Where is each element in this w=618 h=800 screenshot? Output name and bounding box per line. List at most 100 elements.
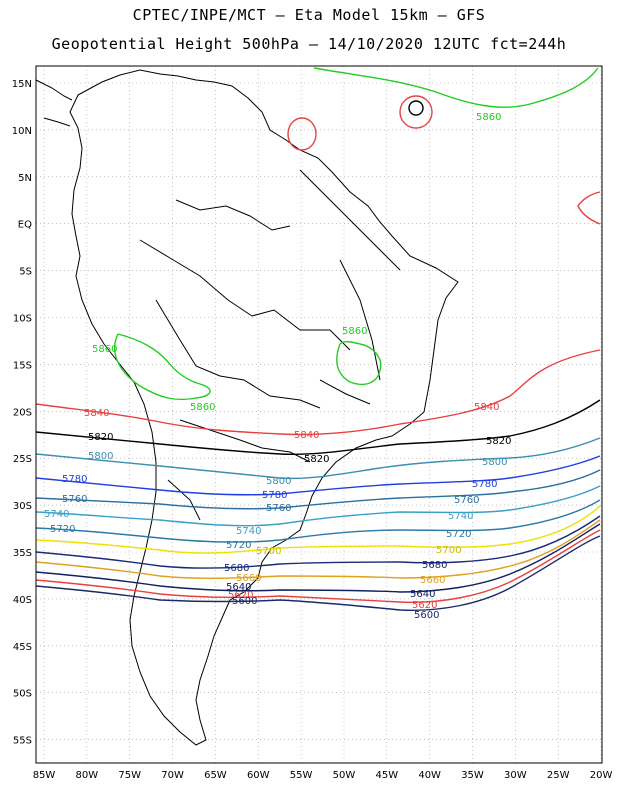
label-5720-w: 5720 [50, 524, 75, 535]
label-5740-w: 5740 [44, 509, 69, 520]
contour-5860-north [313, 67, 599, 108]
label-5860-bolivia: 5860 [190, 402, 215, 413]
label-5600-e: 5600 [414, 610, 439, 621]
lat-tick-label: EQ [18, 220, 32, 231]
label-5840-c: 5840 [294, 430, 319, 441]
lat-tick-label: 35S [13, 548, 32, 559]
label-5660-c: 5660 [236, 573, 261, 584]
contour-5820 [35, 399, 601, 455]
lon-tick-label: 25W [547, 770, 570, 781]
contour-5780 [35, 455, 601, 496]
label-5760-w: 5760 [62, 494, 87, 505]
lat-tick-label: 50S [13, 689, 32, 700]
label-5620-c: 5620 [228, 590, 253, 601]
label-5700-c: 5700 [256, 546, 281, 557]
label-5760-c: 5760 [266, 503, 291, 514]
contour-5900-cell-north [408, 100, 424, 116]
label-5620-e: 5620 [412, 600, 437, 611]
contour-5860-brazil [336, 341, 382, 386]
contour-5640 [35, 523, 601, 593]
lat-tick-label: 15S [13, 360, 32, 371]
lon-tick-label: 60W [247, 770, 270, 781]
lon-tick-label: 35W [461, 770, 484, 781]
brazil-state-border [299, 169, 401, 405]
label-5760-e: 5760 [454, 495, 479, 506]
contour-5760 [35, 469, 601, 510]
lat-tick-label: 30S [13, 501, 32, 512]
contour-5880-cell-north [399, 95, 433, 129]
latitude-labels: 15N 10N 5N EQ 5S 10S 15S 20S 25S 30S 35S 40S 45S 50S 5… [12, 79, 32, 747]
label-5680-e: 5680 [422, 560, 447, 571]
label-5780-w: 5780 [62, 474, 87, 485]
contour-5840 [35, 349, 601, 436]
contour-5720 [35, 499, 601, 543]
lat-tick-label: 55S [13, 736, 32, 747]
label-5680-c: 5680 [224, 563, 249, 574]
lat-tick-label: 15N [12, 79, 32, 90]
contour-5680 [35, 515, 601, 569]
map-frame [35, 65, 603, 764]
contour-5620 [35, 529, 601, 604]
chart-title-line-1: CPTEC/INPE/MCT – Eta Model 15km – GFS [132, 6, 486, 24]
lon-tick-label: 30W [504, 770, 527, 781]
lon-tick-label: 40W [418, 770, 441, 781]
lon-tick-label: 20W [590, 770, 613, 781]
label-5820-c: 5820 [304, 454, 329, 465]
country-border-1 [139, 199, 351, 521]
lat-tick-label: 20S [13, 407, 32, 418]
label-5840-e: 5840 [474, 402, 499, 413]
chart-title-line-2: Geopotential Height 500hPa – 14/10/2020 … [51, 35, 567, 53]
lat-tick-label: 45S [13, 642, 32, 653]
label-5700-e: 5700 [436, 545, 461, 556]
label-5860-top: 5860 [476, 112, 501, 123]
contour-labels: 5860 5860 5860 5860 5840 5840 5840 5820 … [44, 112, 511, 621]
lat-tick-label: 10S [13, 314, 32, 325]
lon-tick-label: 70W [161, 770, 184, 781]
label-5640-e: 5640 [410, 589, 435, 600]
label-5860-andes: 5860 [92, 344, 117, 355]
lat-tick-label: 25S [13, 454, 32, 465]
contour-5860-andes [114, 333, 211, 401]
label-5740-e: 5740 [448, 511, 473, 522]
lon-tick-label: 45W [375, 770, 398, 781]
lon-tick-label: 75W [118, 770, 141, 781]
label-5720-e: 5720 [446, 529, 471, 540]
south-america-outline [69, 69, 459, 746]
label-5800-w: 5800 [88, 451, 113, 462]
contour-5600 [35, 535, 601, 611]
label-5600-c: 5600 [232, 596, 257, 607]
contour-5700 [35, 505, 601, 554]
label-5780-c: 5780 [262, 490, 287, 501]
label-5820-w: 5820 [88, 432, 113, 443]
contour-5800 [35, 437, 601, 480]
label-5800-e: 5800 [482, 457, 507, 468]
lon-tick-label: 80W [76, 770, 99, 781]
lon-tick-label: 65W [204, 770, 227, 781]
contour-5660 [35, 519, 601, 579]
longitude-labels: 85W 80W 75W 70W 65W 60W 55W 50W 45W 40W 35W 30W 25W 2… [33, 770, 613, 781]
label-5840-w: 5840 [84, 408, 109, 419]
label-5640-c: 5640 [226, 582, 251, 593]
label-5820-e: 5820 [486, 436, 511, 447]
lon-tick-label: 50W [333, 770, 356, 781]
label-5720-c: 5720 [226, 540, 251, 551]
contour-5880-cell-west [287, 117, 317, 151]
lon-tick-label: 55W [290, 770, 313, 781]
height-contours [35, 67, 601, 611]
label-5800-c: 5800 [266, 476, 291, 487]
label-5660-e: 5660 [420, 575, 445, 586]
label-5780-e: 5780 [472, 479, 497, 490]
coastline [35, 69, 459, 746]
lat-tick-label: 10N [12, 126, 32, 137]
lat-tick-label: 40S [13, 595, 32, 606]
caribbean-outline [35, 79, 73, 127]
lat-lon-grid [36, 66, 602, 763]
label-5740-c: 5740 [236, 526, 261, 537]
contour-5740 [35, 485, 601, 527]
contour-5880-east-edge [577, 191, 601, 225]
label-5860-brazil: 5860 [342, 326, 367, 337]
lon-tick-label: 85W [33, 770, 56, 781]
lat-tick-label: 5N [18, 173, 32, 184]
lat-tick-label: 5S [19, 267, 32, 278]
